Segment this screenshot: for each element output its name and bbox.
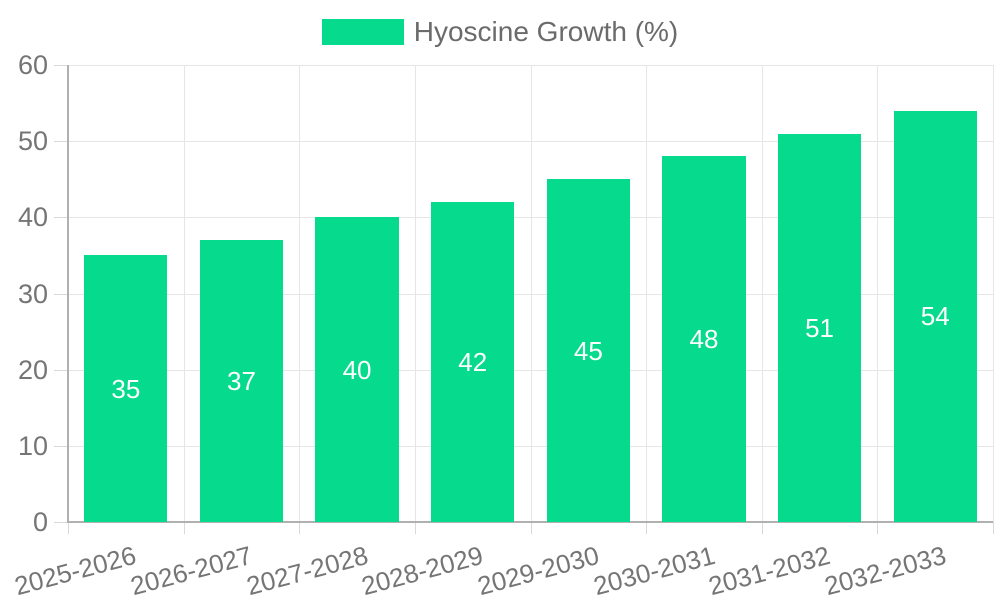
x-tick-mark	[299, 522, 301, 534]
x-tick-label: 2030-2031	[589, 540, 718, 600]
y-tick-label: 50	[17, 126, 48, 157]
x-tick-mark	[183, 522, 185, 534]
bar-value-label: 35	[111, 373, 141, 404]
bar-value-label: 48	[689, 324, 719, 355]
y-tick-mark	[54, 65, 68, 66]
x-tick-label: 2028-2029	[358, 540, 487, 600]
x-tick-label: 2025-2026	[11, 540, 140, 600]
x-tick-label: 2029-2030	[474, 540, 603, 600]
x-tick-label: 2026-2027	[127, 540, 256, 600]
chart-legend[interactable]: Hyoscine Growth (%)	[0, 17, 1000, 47]
bar-value-label: 54	[920, 301, 950, 332]
bar-2026-2027[interactable]	[199, 240, 284, 522]
bar-2032-2033[interactable]	[893, 110, 977, 522]
y-tick-label: 20	[17, 354, 48, 385]
x-axis-line	[67, 521, 993, 523]
x-tick-mark	[877, 522, 879, 534]
y-tick-label: 10	[17, 430, 48, 461]
x-tick-label: 2032-2033	[821, 540, 949, 600]
x-tick-mark	[530, 522, 532, 534]
legend-swatch	[321, 19, 404, 45]
v-gridline	[993, 65, 994, 522]
x-tick-mark	[646, 522, 648, 534]
x-tick-mark	[761, 522, 763, 534]
bar-value-label: 40	[342, 354, 372, 385]
y-tick-label: 40	[17, 202, 48, 233]
y-tick-mark	[54, 369, 68, 371]
bar-2029-2030[interactable]	[546, 179, 630, 523]
y-tick-mark	[54, 293, 68, 295]
x-tick-mark	[68, 522, 69, 534]
bar-2030-2031[interactable]	[662, 156, 746, 522]
legend-label: Hyoscine Growth (%)	[413, 16, 679, 47]
bar-2025-2026[interactable]	[84, 255, 168, 522]
y-tick-mark	[54, 141, 68, 143]
bar-value-label: 37	[226, 366, 256, 397]
x-tick-mark	[414, 522, 416, 534]
v-gridline	[414, 65, 416, 522]
bar-2028-2029[interactable]	[431, 202, 515, 522]
v-gridline	[761, 65, 763, 522]
y-axis-line	[67, 65, 69, 523]
v-gridline	[877, 65, 879, 522]
v-gridline	[299, 65, 301, 522]
y-tick-label: 60	[17, 50, 48, 80]
x-tick-mark	[993, 522, 994, 534]
v-gridline	[183, 65, 185, 522]
x-tick-label: 2027-2028	[243, 540, 371, 600]
y-tick-mark	[54, 522, 68, 523]
y-tick-label: 0	[32, 507, 48, 537]
bar-value-label: 51	[805, 312, 834, 343]
bar-2027-2028[interactable]	[315, 217, 399, 522]
bar-value-label: 45	[573, 335, 603, 366]
y-tick-label: 30	[17, 278, 48, 309]
x-tick-label: 2031-2032	[705, 540, 834, 600]
y-tick-mark	[54, 217, 68, 219]
v-gridline	[646, 65, 648, 522]
y-tick-mark	[54, 445, 68, 447]
bar-value-label: 42	[458, 347, 488, 378]
bar-2031-2032[interactable]	[777, 133, 862, 522]
v-gridline	[530, 65, 532, 522]
